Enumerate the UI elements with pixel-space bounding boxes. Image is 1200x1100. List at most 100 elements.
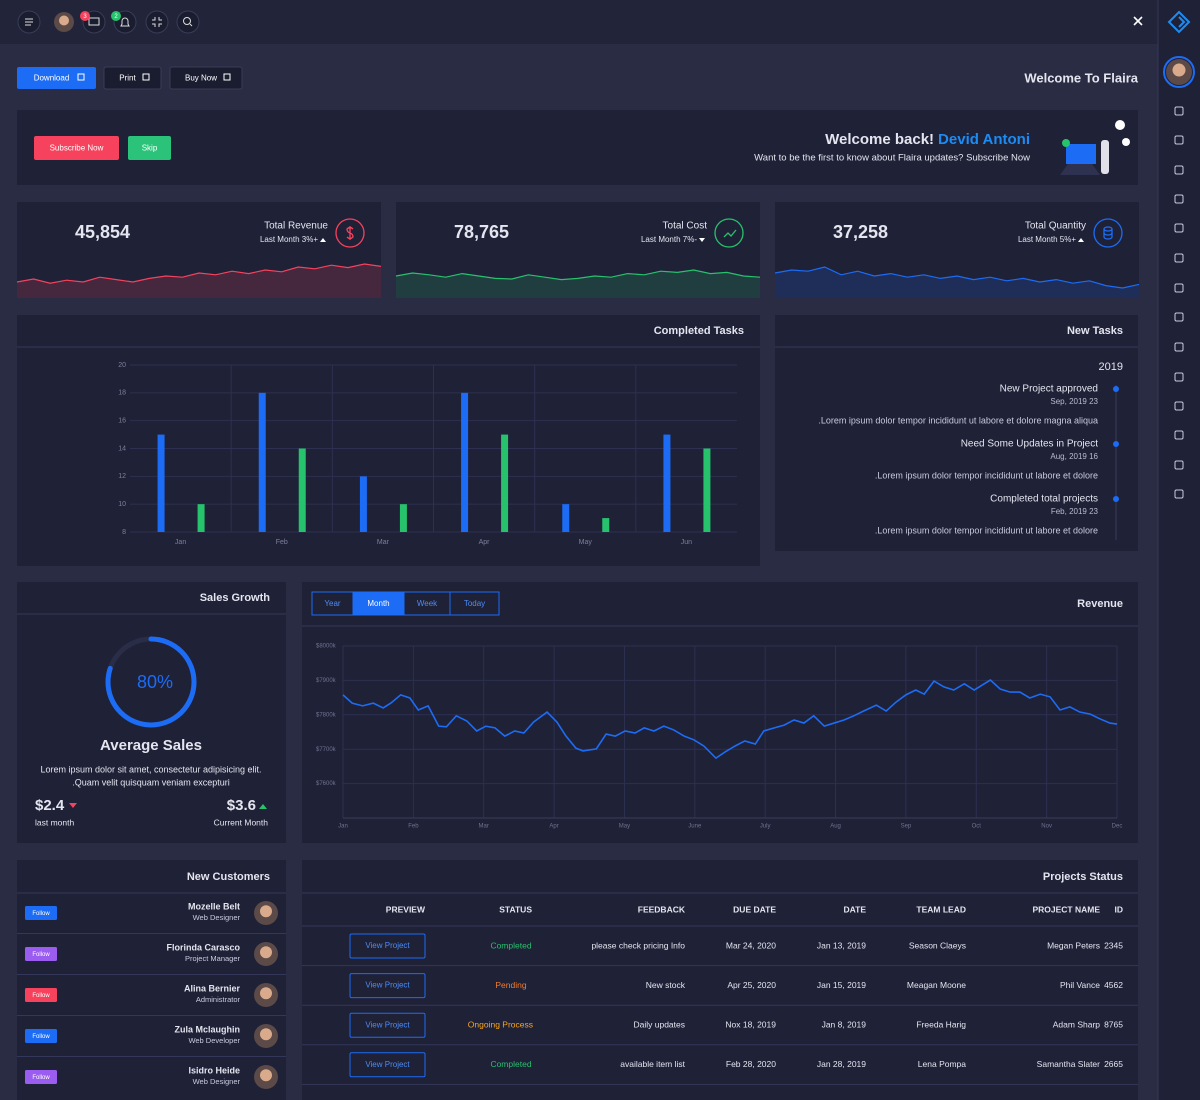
- table-cell: Feb 28, 2020: [726, 1059, 776, 1069]
- mail-icon: [88, 17, 100, 26]
- button-label[interactable]: View Project: [365, 941, 410, 950]
- button-label[interactable]: Buy Now: [185, 74, 217, 83]
- projects-card: [302, 860, 1138, 1100]
- icon-glyph: [346, 226, 354, 240]
- stat-label: Total Cost: [663, 221, 708, 232]
- table-cell: Pending: [495, 980, 526, 990]
- caret: [699, 238, 705, 242]
- nav-icon[interactable]: [1174, 342, 1184, 352]
- table-cell: 2345: [1104, 940, 1123, 950]
- button-label[interactable]: Follow: [32, 1075, 50, 1081]
- icon-button[interactable]: [176, 10, 200, 34]
- nav-icon[interactable]: [1174, 253, 1184, 263]
- customer-role: Web Designer: [193, 1077, 241, 1086]
- tab-label[interactable]: Year: [324, 599, 341, 608]
- button-label[interactable]: Follow: [32, 952, 50, 958]
- x-tick-label: Oct: [972, 824, 982, 830]
- column-header: FEEDBACK: [638, 904, 686, 914]
- view-button[interactable]: [349, 1052, 426, 1078]
- greeting-text: Welcome back!: [825, 131, 934, 148]
- nav-icon[interactable]: [1174, 430, 1184, 440]
- button-label[interactable]: Follow: [32, 911, 50, 917]
- stat-change: Last Month 5%+: [1018, 235, 1076, 244]
- x-tick-label: Dec: [1112, 824, 1123, 830]
- follow-button[interactable]: [25, 988, 57, 1002]
- customer-role: Web Developer: [188, 1036, 240, 1045]
- button-label[interactable]: View Project: [365, 981, 410, 990]
- button-label[interactable]: Follow: [32, 1034, 50, 1040]
- card-title: New Customers: [187, 871, 270, 883]
- task-text: .Lorem ipsum dolor tempor incididunt ut …: [875, 470, 1098, 480]
- button-label[interactable]: Skip: [142, 144, 158, 153]
- table-cell: Meagan Moone: [907, 980, 966, 990]
- y-tick-label: 18: [118, 390, 126, 397]
- nav-icon[interactable]: [1174, 312, 1184, 322]
- nav-icon[interactable]: [1174, 223, 1184, 233]
- customer-role: Web Designer: [193, 913, 241, 922]
- x-tick-label: May: [579, 539, 593, 546]
- sales-value: $3.6: [227, 797, 256, 814]
- avatar-face: [260, 1028, 272, 1041]
- nav-icon[interactable]: [1174, 401, 1184, 411]
- button-label[interactable]: Download: [34, 74, 70, 83]
- follow-button[interactable]: [25, 1029, 57, 1043]
- tab-label[interactable]: Today: [464, 599, 485, 608]
- tab-label[interactable]: Week: [417, 599, 438, 608]
- gauge-heading: Average Sales: [100, 737, 202, 754]
- toolbar-button[interactable]: [103, 66, 162, 90]
- view-button[interactable]: [349, 973, 426, 999]
- avatar-face: [260, 1069, 272, 1082]
- sales-label: last month: [35, 817, 74, 827]
- follow-button[interactable]: [25, 1070, 57, 1084]
- search-icon: [183, 17, 191, 25]
- bar: [461, 392, 469, 532]
- button-icon: [223, 73, 231, 81]
- illustration: [1062, 139, 1070, 147]
- nav-icon[interactable]: [1174, 106, 1184, 116]
- illustration: [1066, 144, 1096, 164]
- icon-button[interactable]: [145, 10, 169, 34]
- trend-area: [17, 264, 381, 298]
- icon-glyph: [723, 229, 737, 238]
- illustration: [1101, 140, 1109, 174]
- button-label[interactable]: Subscribe Now: [50, 144, 104, 153]
- x-tick-label: Mar: [479, 824, 489, 830]
- bell-icon: [120, 17, 130, 27]
- view-button[interactable]: [349, 933, 426, 959]
- button-label[interactable]: View Project: [365, 1020, 410, 1029]
- sales-label: Current Month: [214, 817, 269, 827]
- nav-icon[interactable]: [1174, 372, 1184, 382]
- table-cell: Samantha Slater: [1037, 1059, 1100, 1069]
- follow-button[interactable]: [25, 947, 57, 961]
- timeline-dot: [1113, 386, 1119, 392]
- timeline-dot: [1113, 496, 1119, 502]
- skip-button[interactable]: [128, 136, 171, 160]
- nav-icon[interactable]: [1174, 165, 1184, 175]
- view-button[interactable]: [349, 1012, 426, 1038]
- button-label[interactable]: View Project: [365, 1060, 410, 1069]
- nav-icon[interactable]: [1174, 460, 1184, 470]
- button-label[interactable]: Print: [119, 74, 136, 83]
- toolbar-button[interactable]: [169, 66, 243, 90]
- y-tick-label: $8000k: [316, 644, 337, 650]
- trend-line: [395, 269, 761, 281]
- stat-change: Last Month 7%-: [641, 235, 697, 244]
- toolbar-button[interactable]: [17, 67, 96, 89]
- task-title: Need Some Updates in Project: [961, 439, 1099, 450]
- follow-button[interactable]: [25, 906, 57, 920]
- nav-icon[interactable]: [1174, 194, 1184, 204]
- x-tick-label: July: [760, 824, 771, 830]
- nav-icon[interactable]: [1174, 283, 1184, 293]
- bar: [562, 504, 570, 532]
- tab-label[interactable]: Month: [367, 599, 389, 608]
- tab[interactable]: [449, 591, 500, 616]
- stat-value: 45,854: [75, 222, 130, 242]
- y-tick-label: 16: [118, 418, 126, 425]
- logo: [1167, 10, 1191, 34]
- nav-icon[interactable]: [1174, 489, 1184, 499]
- table-cell: Mar 24, 2020: [726, 940, 776, 950]
- nav-icon[interactable]: [1174, 135, 1184, 145]
- timeline-year: 2019: [1099, 361, 1123, 373]
- subscribe-button[interactable]: [34, 136, 119, 160]
- button-label[interactable]: Follow: [32, 993, 50, 999]
